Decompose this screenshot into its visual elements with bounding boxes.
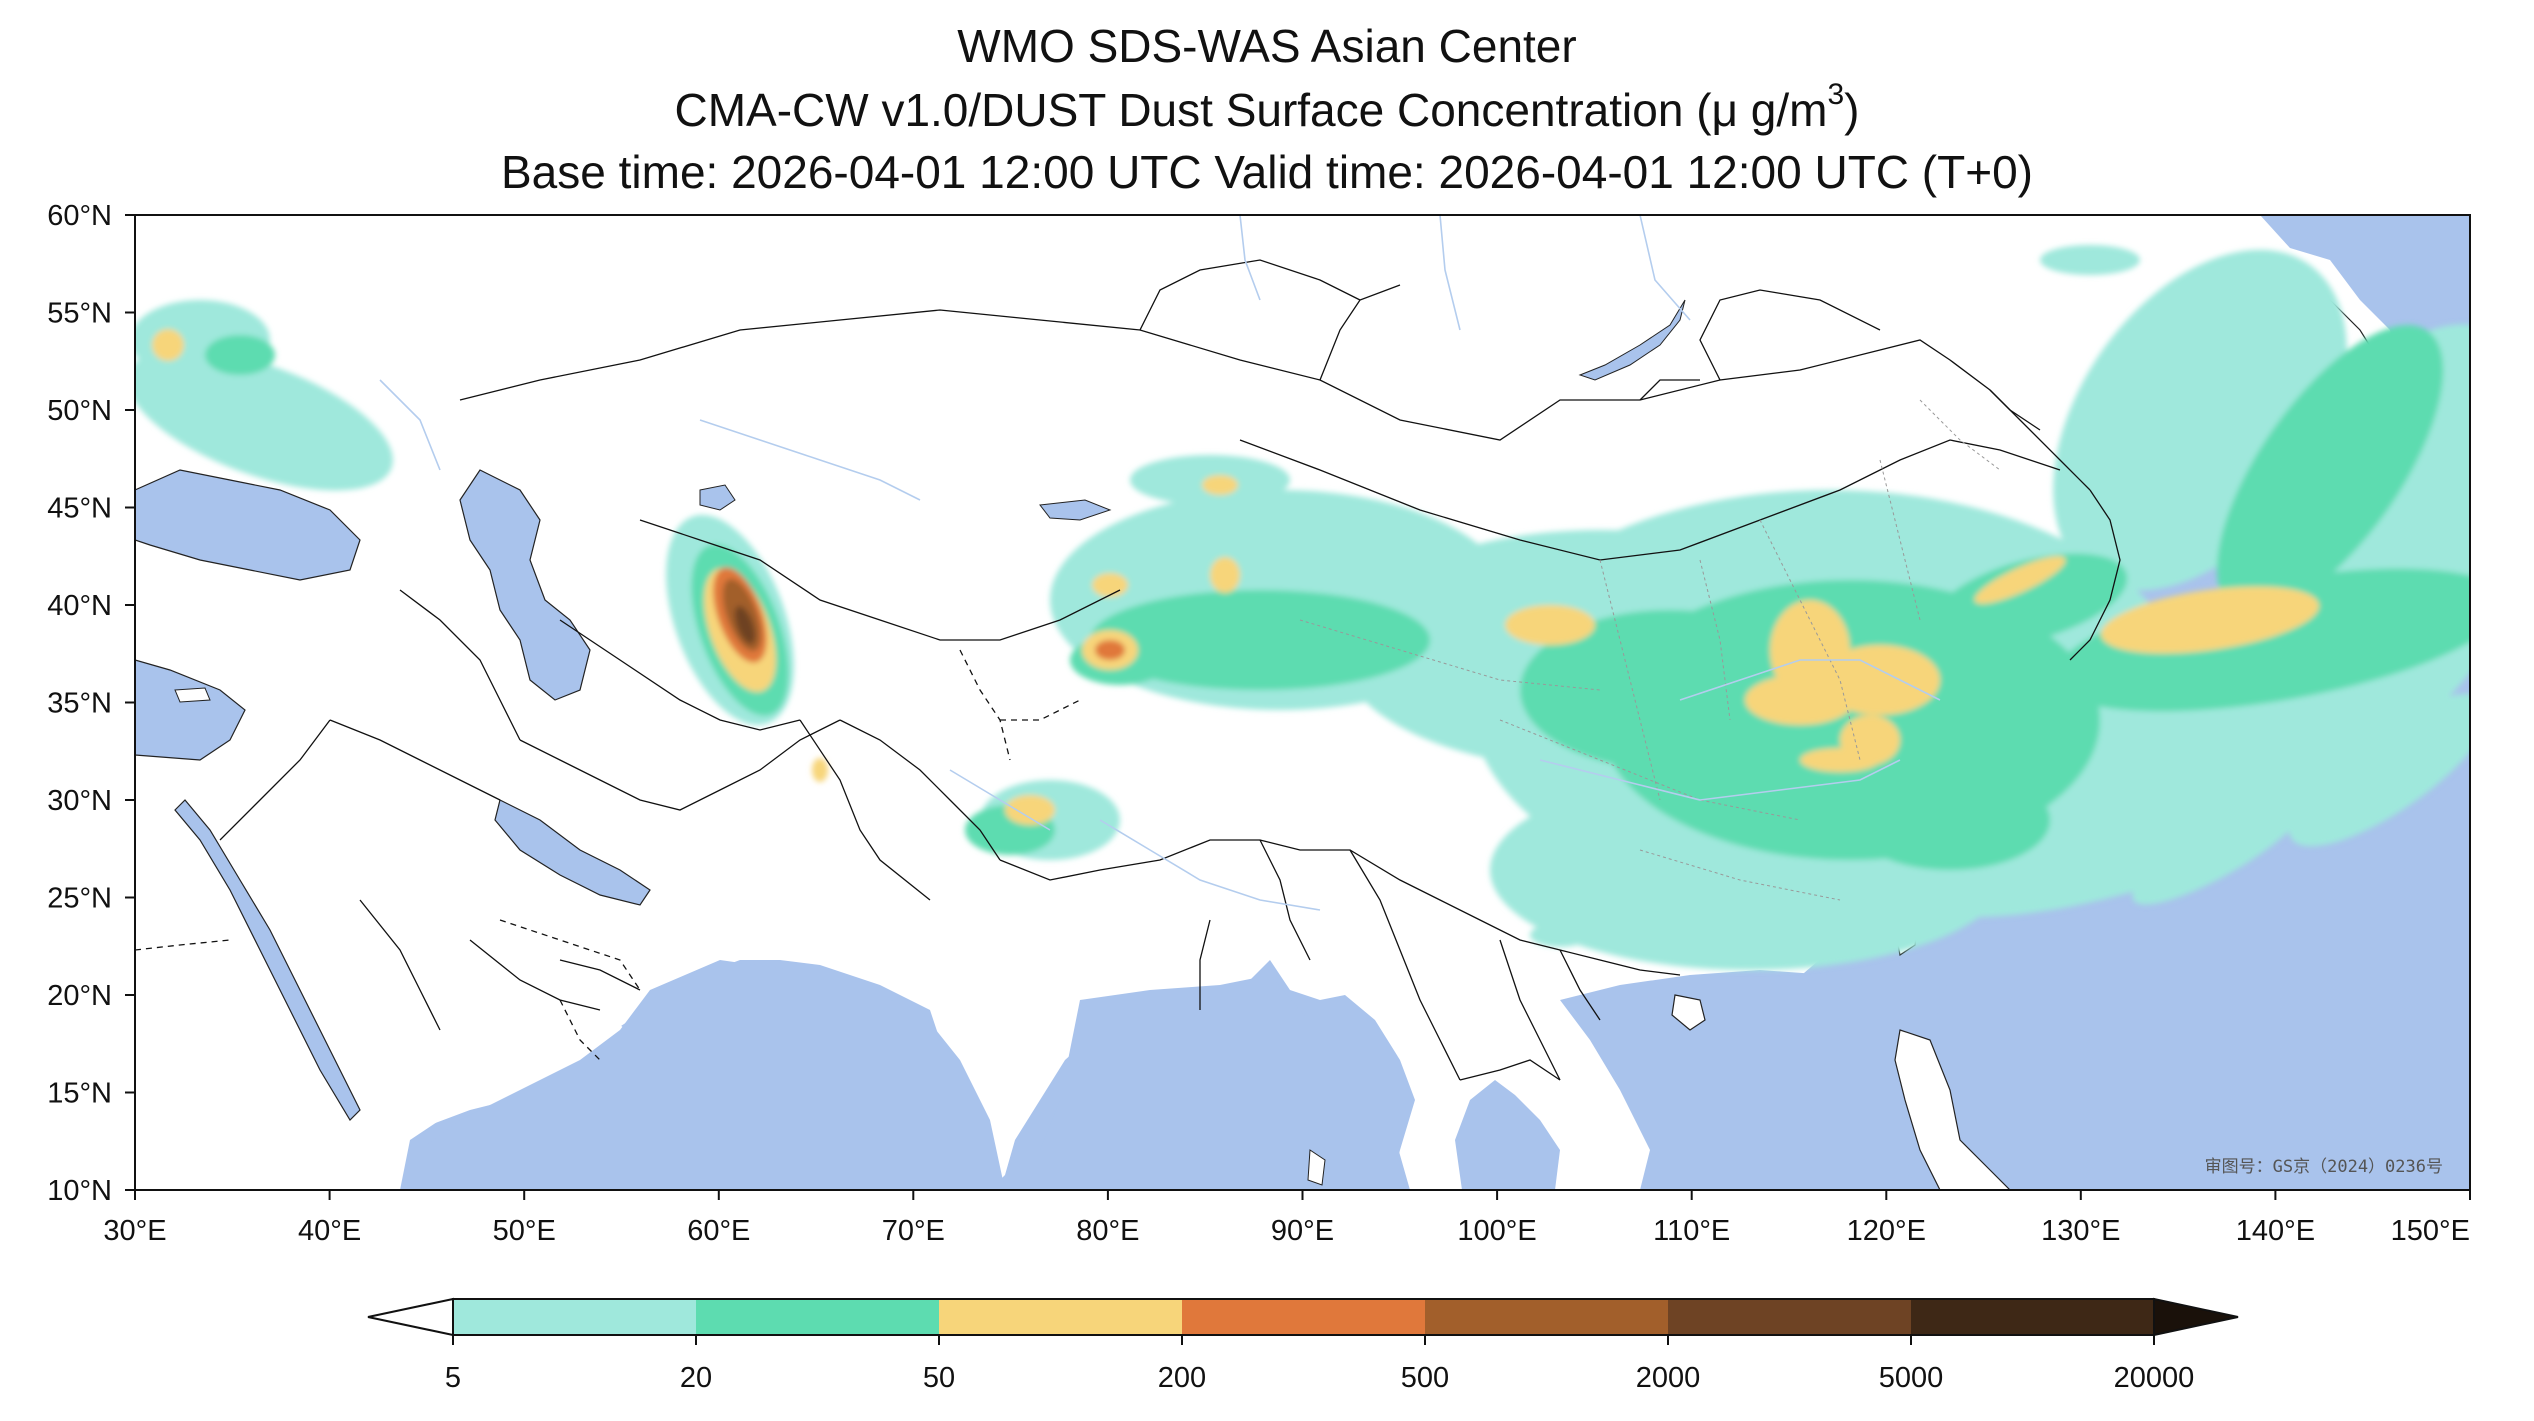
caspian-sea (459, 469, 591, 701)
lat-tick-label: 20°N (47, 980, 112, 1012)
colorbar-ticks (452, 1335, 2155, 1345)
aral-sea (699, 484, 736, 511)
sri-lanka-island (1307, 1149, 1326, 1186)
colorbar-segment (1182, 1299, 1425, 1335)
lake-baikal (1578, 299, 1686, 381)
lat-tick-label: 30°N (47, 785, 112, 817)
cyprus-island (174, 687, 211, 703)
mediterranean-sea (135, 659, 246, 761)
lon-tick-label: 100°E (1457, 1215, 1536, 1247)
colorbar-frame (452, 1298, 2155, 1336)
title-line-1: WMO SDS-WAS Asian Center (957, 20, 1577, 72)
lon-tick-label: 30°E (103, 1215, 166, 1247)
map-watermark: 审图号：GS京（2024）0236号 (2205, 1157, 2443, 1177)
lat-tick-label: 55°N (47, 298, 112, 330)
dust-level-2000-5000 (734, 606, 756, 644)
dashed-borders (135, 649, 1081, 1061)
rivers (379, 215, 1941, 911)
map-area[interactable] (110, 196, 2534, 1190)
dust-level-20-50 (205, 325, 2470, 870)
colorbar-tick-label: 200 (1158, 1362, 1206, 1394)
red-sea (174, 799, 361, 1121)
title-line-2: CMA-CW v1.0/DUST Dust Surface Concentrat… (0, 80, 2534, 138)
colorbar-tick-label: 20 (680, 1362, 712, 1394)
lat-tick-label: 25°N (47, 883, 112, 915)
colorbar-segment (696, 1299, 939, 1335)
lon-tick-label: 80°E (1076, 1215, 1139, 1247)
title-line-2-text: CMA-CW v1.0/DUST Dust Surface Concentrat… (674, 84, 1828, 136)
lon-tick-label: 130°E (2041, 1215, 2120, 1247)
colorbar-segment (453, 1299, 696, 1335)
lat-tick-label: 60°N (47, 200, 112, 232)
colorbar-tick-label: 2000 (1636, 1362, 1701, 1394)
arabian-sea (400, 960, 1005, 1190)
lat-tick-label: 45°N (47, 493, 112, 525)
colorbar-segment (1425, 1299, 1668, 1335)
lon-tick-labels: 30°E 40°E 50°E 60°E 70°E 80°E 90°E 100°E… (103, 1215, 2470, 1247)
philippines-islands (1894, 1029, 2011, 1190)
lat-tick-label: 35°N (47, 688, 112, 720)
colorbar-tick-label: 5 (445, 1362, 461, 1394)
persian-gulf (494, 799, 651, 906)
colorbar-segment (1911, 1299, 2154, 1335)
title-line-3: Base time: 2026-04-01 12:00 UTC Valid ti… (501, 146, 2033, 198)
dust-concentration-layer (135, 245, 2470, 970)
title-line-2-close: ) (1844, 84, 1860, 136)
province-borders (1299, 399, 2001, 901)
lat-tick-labels: 10°N 15°N 20°N 25°N 30°N 35°N 40°N 45°N … (47, 200, 112, 1207)
colorbar-tick-label: 50 (923, 1362, 955, 1394)
colorbar-tick-label: 5000 (1879, 1362, 1944, 1394)
lat-tick-label: 10°N (47, 1175, 112, 1207)
colorbar-segment (1668, 1299, 1911, 1335)
country-borders (219, 259, 2121, 1081)
colorbar-segment (939, 1299, 1182, 1335)
lon-tick-label: 150°E (2391, 1215, 2470, 1247)
unit-superscript: 3 (1827, 78, 1845, 111)
colorbar-min-arrow (367, 1297, 454, 1337)
lon-tick-label: 120°E (1847, 1215, 1926, 1247)
south-china-sea (1560, 970, 1910, 1190)
black-sea (135, 469, 361, 581)
lon-tick-label: 140°E (2236, 1215, 2315, 1247)
lon-tick-label: 50°E (493, 1215, 556, 1247)
landmass-arabia (135, 760, 640, 1190)
hainan-island (1671, 994, 1706, 1031)
lon-tick-label: 60°E (687, 1215, 750, 1247)
lon-tick-label: 40°E (298, 1215, 361, 1247)
lake-balkhash (1039, 499, 1112, 521)
dust-level-50-200 (152, 329, 2320, 825)
lat-tick-label: 50°N (47, 395, 112, 427)
axis-ticks (125, 214, 2471, 1200)
colorbar-max-arrow (2153, 1297, 2239, 1337)
lon-tick-label: 90°E (1271, 1215, 1334, 1247)
lat-tick-label: 40°N (47, 590, 112, 622)
colorbar-tick-label: 500 (1401, 1362, 1449, 1394)
colorbar: 5 20 50 200 500 2000 5000 20000 (367, 1297, 2239, 1394)
bay-of-bengal (1030, 975, 1410, 1190)
lon-tick-label: 70°E (882, 1215, 945, 1247)
lon-tick-label: 110°E (1653, 1215, 1730, 1247)
lat-tick-label: 15°N (47, 1078, 112, 1110)
colorbar-tick-label: 20000 (2114, 1362, 2195, 1394)
